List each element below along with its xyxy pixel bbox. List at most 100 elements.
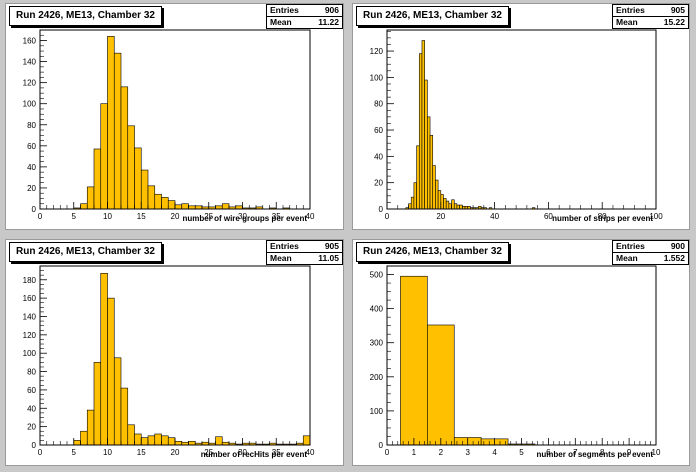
histogram-bar [410, 196, 415, 210]
stats-box: Entries 900 Mean 1.552 [612, 240, 689, 265]
histogram-bar [120, 86, 129, 210]
histogram-bar [215, 436, 223, 446]
histogram-pad-strips: 0 20 40 60 80 100 0 20 40 60 80 100 120 Run 2426, ME… [352, 3, 690, 230]
y-tick-label: 300 [370, 339, 384, 348]
histogram-bar [432, 165, 436, 210]
histogram-bar [418, 53, 423, 210]
histogram-bar [161, 435, 169, 446]
x-tick-label: 25 [204, 212, 213, 221]
x-tick-label: 25 [204, 448, 213, 457]
y-tick-label: 400 [370, 305, 384, 314]
x-tick-label: 0 [385, 212, 390, 221]
y-tick-label: 0 [379, 205, 384, 214]
histogram-bar [113, 357, 122, 446]
x-tick-label: 20 [436, 212, 445, 221]
histogram-bar [448, 203, 452, 210]
histogram-bar [127, 424, 135, 446]
histogram-bar [181, 203, 189, 210]
y-tick-label: 60 [374, 126, 383, 135]
x-tick-label: 0 [38, 212, 43, 221]
x-tick-label: 4 [492, 448, 497, 457]
mean-value: 11.05 [318, 253, 339, 263]
histogram-bar [427, 116, 431, 210]
plot-frame [39, 265, 311, 446]
mean-label: Mean [270, 17, 292, 27]
histogram-bar [167, 200, 176, 210]
histogram-bar [174, 204, 183, 210]
histogram-title: Run 2426, ME13, Chamber 32 [356, 242, 509, 262]
histogram-bar [459, 204, 463, 210]
histogram-pad-segments: 0 1 2 3 4 5 6 7 8 9 10 0 100 200 300 400 500 Run 2426, M… [352, 239, 690, 466]
x-tick-label: 1 [412, 448, 417, 457]
histogram-bar [174, 441, 183, 446]
y-tick-label: 0 [32, 441, 37, 450]
y-tick-label: 20 [27, 423, 36, 432]
histogram-bar [147, 185, 156, 210]
x-tick-label: 35 [272, 448, 281, 457]
x-tick-label: 15 [137, 448, 146, 457]
x-tick-label: 60 [544, 212, 553, 221]
x-tick-label: 2 [439, 448, 444, 457]
mean-label: Mean [270, 253, 292, 263]
y-tick-label: 140 [23, 58, 37, 67]
x-tick-label: 10 [652, 448, 661, 457]
histogram-bar [443, 198, 447, 210]
x-axis-label: number of recHits per event [200, 450, 307, 459]
y-tick-label: 120 [23, 79, 37, 88]
x-tick-label: 35 [272, 212, 281, 221]
mean-value: 1.552 [663, 253, 685, 263]
histogram-bar [424, 79, 428, 210]
x-axis-label: number of wire groups per event [182, 214, 307, 223]
stats-box: Entries 906 Mean 11.22 [266, 4, 343, 29]
mean-value: 11.22 [318, 17, 339, 27]
histogram-bar [408, 203, 412, 210]
histogram-bar [453, 203, 458, 210]
histogram-bar [100, 103, 108, 210]
x-tick-label: 30 [238, 212, 247, 221]
y-tick-label: 120 [370, 47, 384, 56]
x-tick-label: 3 [465, 448, 470, 457]
y-tick-label: 60 [27, 142, 36, 151]
y-tick-label: 40 [27, 404, 36, 413]
y-tick-label: 40 [374, 152, 383, 161]
y-tick-label: 20 [374, 179, 383, 188]
histogram-bar [161, 197, 169, 210]
y-tick-label: 20 [27, 184, 36, 193]
y-tick-label: 180 [23, 276, 37, 285]
y-tick-label: 40 [27, 163, 36, 172]
histogram-plot-wire-groups: 0 5 10 15 20 25 30 35 40 0 20 40 60 80 100 120 140 160 [23, 29, 315, 221]
histogram-bar [113, 52, 122, 210]
histogram-bar [140, 437, 149, 446]
histogram-bar [435, 179, 439, 210]
y-tick-label: 200 [370, 373, 384, 382]
histogram-bar [400, 275, 428, 446]
x-tick-label: 5 [72, 212, 77, 221]
histogram-bar [413, 182, 417, 210]
entries-label: Entries [616, 241, 645, 251]
histogram-bar [445, 200, 450, 210]
mean-label: Mean [616, 253, 638, 263]
x-tick-label: 40 [490, 212, 499, 221]
y-tick-label: 160 [23, 294, 37, 303]
histogram-bar [302, 435, 311, 446]
x-axis-label: number of segments per event [536, 450, 653, 459]
x-tick-label: 7 [573, 448, 578, 457]
histogram-pad-wire-groups: 0 5 10 15 20 25 30 35 40 0 20 40 60 80 100 120 140 160 Ru… [5, 3, 344, 230]
x-tick-label: 0 [38, 448, 43, 457]
y-tick-label: 100 [370, 73, 384, 82]
entries-value: 906 [324, 5, 339, 15]
histogram-bar [80, 203, 88, 210]
histogram-plot-rechits: 0 5 10 15 20 25 30 35 40 0 20 40 60 80 100 120 140 160 180 [23, 265, 315, 457]
x-tick-label: 6 [546, 448, 551, 457]
y-tick-label: 80 [27, 368, 36, 377]
histogram-bar [134, 147, 142, 210]
histogram-bar [429, 134, 434, 210]
y-tick-label: 100 [23, 100, 37, 109]
histogram-title: Run 2426, ME13, Chamber 32 [356, 6, 509, 26]
stats-box: Entries 905 Mean 15.22 [612, 4, 689, 29]
y-tick-label: 120 [23, 331, 37, 340]
entries-label: Entries [616, 5, 645, 15]
histogram-title: Run 2426, ME13, Chamber 32 [9, 6, 162, 26]
plot-frame [39, 29, 311, 210]
